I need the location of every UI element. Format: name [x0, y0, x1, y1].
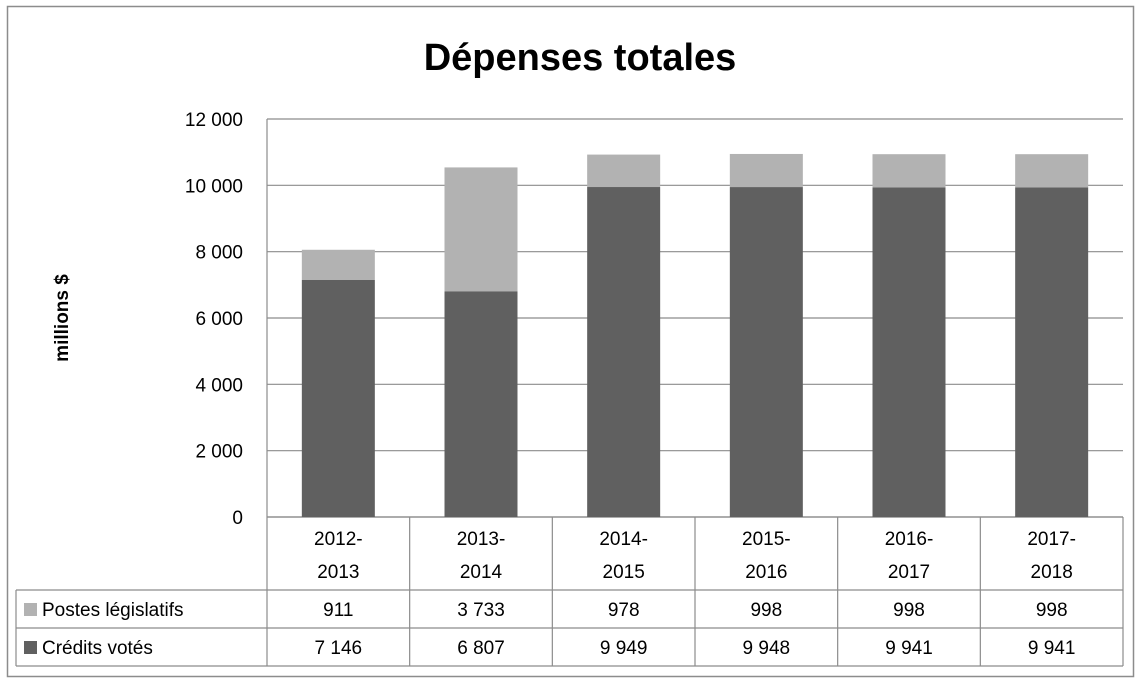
category-label: 2018 [1031, 562, 1073, 583]
category-label: 2014- [599, 529, 648, 550]
gridlines [267, 118, 1123, 518]
y-tick-label: 6 000 [195, 309, 243, 330]
bar-segment [587, 154, 661, 188]
data-label: 9 941 [1028, 638, 1076, 659]
data-label: 7 146 [315, 638, 363, 659]
category-label: 2016 [745, 562, 787, 583]
category-label: 2015 [603, 562, 645, 583]
data-label: 998 [893, 600, 925, 621]
bar-segment [729, 187, 803, 518]
y-tick-label: 10 000 [185, 176, 243, 197]
legend-swatch [24, 603, 37, 616]
data-table: 2012- 2013 2013- 2014 2014- 2015 2015- 2016 2016… [15, 119, 1124, 667]
bar-segment [729, 153, 803, 188]
y-tick-label: 8 000 [195, 243, 243, 264]
category-label: 2016- [885, 529, 934, 550]
bar-segment [301, 249, 375, 280]
y-tick-label: 4 000 [195, 375, 243, 396]
bars [301, 153, 1089, 518]
category-label: 2017 [888, 562, 930, 583]
category-label: 2015- [742, 529, 791, 550]
y-axis-ticks: 0 2 000 4 000 6 000 8 000 10 000 12 000 [185, 110, 243, 529]
y-tick-label: 12 000 [185, 110, 243, 131]
category-label: 2013- [457, 529, 506, 550]
category-label: 2012- [314, 529, 363, 550]
chart-border [6, 5, 1135, 678]
y-axis-label: millions $ [52, 274, 73, 362]
bar-segment [301, 279, 375, 517]
bar-segment [444, 167, 518, 292]
bar-segment [1015, 154, 1089, 188]
data-label: 978 [608, 600, 640, 621]
data-label: 9 948 [743, 638, 791, 659]
data-label: 6 807 [457, 638, 505, 659]
bar-segment [872, 154, 946, 188]
data-label: 998 [750, 600, 782, 621]
bar-segment [444, 291, 518, 517]
data-label: 911 [323, 600, 353, 621]
legend-label: Postes législatifs [42, 600, 184, 621]
category-label: 2013 [317, 562, 359, 583]
bar-segment [587, 187, 661, 517]
legend-swatch [24, 641, 37, 654]
y-tick-label: 2 000 [195, 442, 243, 463]
bar-segment [872, 187, 946, 517]
data-label: 9 941 [885, 638, 933, 659]
data-label: 3 733 [457, 600, 505, 621]
y-tick-label: 0 [232, 508, 243, 529]
data-label: 9 949 [600, 638, 648, 659]
category-label: 2017- [1027, 529, 1076, 550]
bar-segment [1015, 187, 1089, 517]
category-label: 2014 [460, 562, 503, 583]
chart-title: Dépenses totales [424, 37, 737, 79]
legend-label: Crédits votés [42, 638, 153, 659]
data-label: 998 [1036, 600, 1068, 621]
